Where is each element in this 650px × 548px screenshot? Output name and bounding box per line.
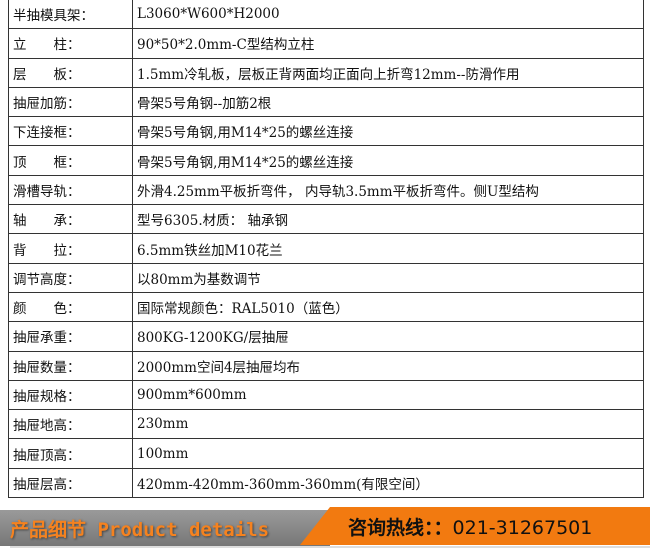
- spec-value: 100mm: [132, 438, 644, 469]
- spec-label: 半抽模具架：: [8, 0, 133, 30]
- hotline: 咨询热线：：021-31267501: [348, 513, 592, 540]
- banner-orange-bar: [300, 507, 650, 545]
- table-row: 抽屉规格： 900mm*600mm: [8, 379, 644, 411]
- spec-label: 抽屉加筋：: [8, 86, 133, 118]
- table-row: 调节高度： 以80mm为基数调节: [8, 262, 644, 293]
- table-row: 滑槽导轨： 外滑4.25mm平板折弯件， 内导轨3.5mm平板折弯件。侧U型结构: [8, 174, 644, 206]
- table-row: 抽屉地高： 230mm: [8, 409, 644, 440]
- spec-value: 230mm: [132, 409, 644, 440]
- spec-label: 下连接框：: [8, 116, 133, 147]
- spec-table: 半抽模具架： L3060*W600*H2000 立 柱： 90*50*2.0mm-C型…: [8, 0, 644, 499]
- table-row: 抽屉数量： 2000mm空间4层抽屉均布: [8, 350, 644, 381]
- spec-value: 1.5mm冷轧板，层板正背两面均正面向上折弯12mm--防滑作用: [132, 57, 644, 88]
- banner-title: 产品细节 Product details: [10, 519, 270, 541]
- spec-label: 抽屉数量：: [8, 350, 133, 381]
- spec-label: 顶 框：: [8, 145, 133, 176]
- table-row: 抽屉顶高： 100mm: [8, 438, 644, 469]
- table-row: 背 拉： 6.5mm铁丝加M10花兰: [8, 233, 644, 264]
- spec-label: 调节高度：: [8, 262, 133, 293]
- spec-value: 外滑4.25mm平板折弯件， 内导轨3.5mm平板折弯件。侧U型结构: [132, 174, 644, 206]
- table-row: 抽屉层高： 420mm-420mm-360mm-360mm(有限空间）: [8, 467, 644, 499]
- table-row: 半抽模具架： L3060*W600*H2000: [8, 0, 644, 30]
- spec-value: 型号6305.材质： 轴承钢: [132, 204, 644, 235]
- table-row: 下连接框： 骨架5号角钢,用M14*25的螺丝连接: [8, 116, 644, 147]
- spec-label: 立 柱：: [8, 28, 133, 59]
- spec-value: 90*50*2.0mm-C型结构立柱: [132, 28, 644, 59]
- spec-value: 骨架5号角钢,用M14*25的螺丝连接: [132, 116, 644, 147]
- table-row: 顶 框： 骨架5号角钢,用M14*25的螺丝连接: [8, 145, 644, 176]
- spec-value: 2000mm空间4层抽屉均布: [132, 350, 644, 381]
- banner-gray-bar: [0, 510, 330, 546]
- banner-shadow: [10, 546, 650, 548]
- table-row: 轴 承： 型号6305.材质： 轴承钢: [8, 204, 644, 235]
- spec-label: 背 拉：: [8, 233, 133, 264]
- spec-value: 420mm-420mm-360mm-360mm(有限空间）: [132, 467, 644, 499]
- hotline-number: 021-31267501: [452, 517, 593, 539]
- hotline-label: 咨询热线：：: [348, 517, 453, 539]
- product-details-banner: 产品细节 Product details 咨询热线：：021-31267501: [0, 507, 650, 548]
- table-row: 层 板： 1.5mm冷轧板，层板正背两面均正面向上折弯12mm--防滑作用: [8, 57, 644, 88]
- spec-label: 抽屉规格：: [8, 379, 133, 411]
- spec-value: 6.5mm铁丝加M10花兰: [132, 233, 644, 264]
- spec-label: 抽屉承重：: [8, 321, 133, 352]
- spec-value: 骨架5号角钢--加筋2根: [132, 86, 644, 118]
- table-row: 立 柱： 90*50*2.0mm-C型结构立柱: [8, 28, 644, 59]
- spec-value: 以80mm为基数调节: [132, 262, 644, 293]
- spec-label: 抽屉地高：: [8, 409, 133, 440]
- table-row: 抽屉加筋： 骨架5号角钢--加筋2根: [8, 86, 644, 118]
- spec-value: 900mm*600mm: [132, 379, 644, 411]
- spec-label: 滑槽导轨：: [8, 174, 133, 206]
- spec-label: 轴 承：: [8, 204, 133, 235]
- spec-value: 骨架5号角钢,用M14*25的螺丝连接: [132, 145, 644, 176]
- spec-label: 颜 色：: [8, 291, 133, 323]
- table-row: 颜 色： 国际常规颜色：RAL5010（蓝色）: [8, 291, 644, 323]
- spec-label: 抽屉层高：: [8, 467, 133, 499]
- spec-value: 800KG-1200KG/层抽屉: [132, 321, 644, 352]
- spec-value: 国际常规颜色：RAL5010（蓝色）: [132, 291, 644, 323]
- table-row: 抽屉承重： 800KG-1200KG/层抽屉: [8, 321, 644, 352]
- spec-label: 抽屉顶高：: [8, 438, 133, 469]
- spec-label: 层 板：: [8, 57, 133, 88]
- spec-value: L3060*W600*H2000: [132, 0, 644, 30]
